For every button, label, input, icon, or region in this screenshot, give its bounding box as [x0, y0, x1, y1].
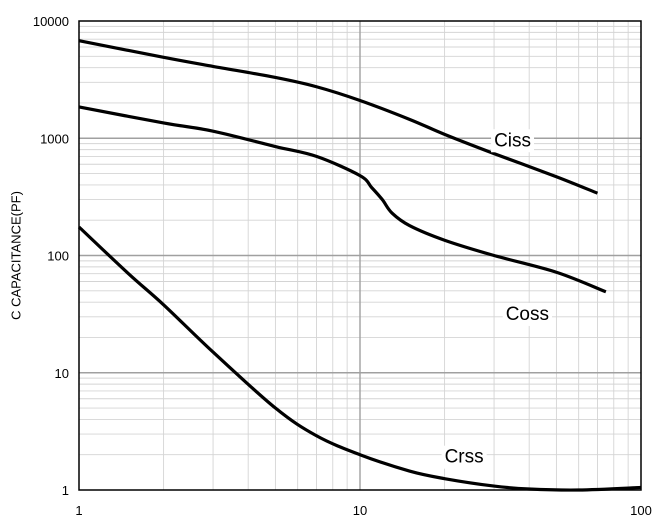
- plot-frame: [78, 20, 642, 491]
- x-tick-label: 10: [353, 503, 367, 518]
- series-labels: Ciss Coss Crss: [441, 129, 552, 469]
- series-label-coss: Coss: [506, 304, 549, 325]
- series-label-background: [491, 129, 535, 153]
- series-label-ciss: Ciss: [494, 130, 531, 151]
- series-line-coss: [78, 105, 607, 294]
- y-tick-label: 1000: [40, 131, 69, 146]
- y-tick-label: 1: [62, 483, 69, 498]
- series-label-crss: Crss: [445, 447, 484, 468]
- series-label-background: [502, 302, 552, 326]
- x-tick-label: 100: [630, 503, 652, 518]
- x-tick-label: 1: [75, 503, 82, 518]
- series-layer: [77, 39, 642, 492]
- series-line-ciss: [78, 39, 599, 195]
- x-tick-labels: 1 10 100: [75, 503, 651, 518]
- y-tick-label: 10000: [33, 14, 69, 29]
- y-axis-title: C CAPACITANCE(PF): [8, 191, 23, 320]
- y-tick-label: 10: [55, 366, 69, 381]
- series-line-crss: [77, 225, 642, 492]
- series-label-background: [441, 445, 487, 469]
- y-tick-labels: 1 10 100 1000 10000: [33, 14, 69, 498]
- y-tick-label: 100: [47, 249, 69, 264]
